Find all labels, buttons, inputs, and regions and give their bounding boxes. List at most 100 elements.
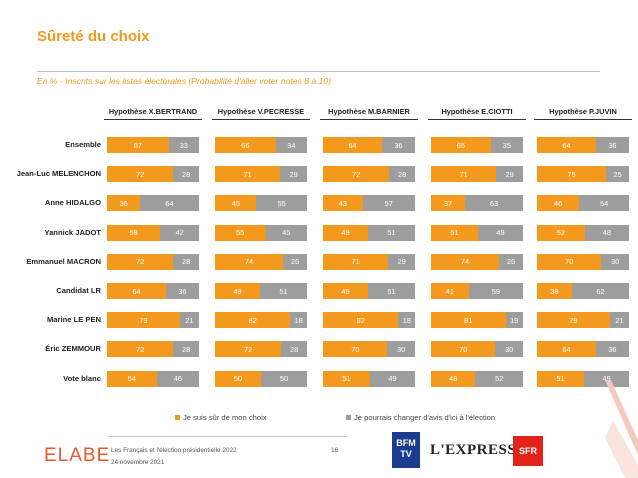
bar-hypothese-e-ciotti-jean-luc-melenchon: 71 29 — [431, 166, 523, 183]
bar-segment-sure: 48 — [431, 370, 476, 387]
bar-hypothese-v-pecresse-emmanuel-macron: 74 26 — [215, 253, 307, 270]
bar-segment-change: 29 — [280, 166, 307, 183]
bar-segment-sure: 79 — [537, 312, 610, 329]
panel-header-hypothese-e-ciotti: Hypothèse E.CIOTTI — [428, 106, 526, 120]
bar-segment-change: 30 — [387, 341, 415, 358]
bar-segment-sure: 49 — [323, 224, 369, 241]
panel-header-hypothese-p-juvin: Hypothèse P.JUVIN — [534, 106, 632, 120]
bar-segment-change: 64 — [140, 195, 199, 212]
bar-segment-sure: 72 — [215, 341, 282, 358]
chart-subtitle: En % - Inscrits sur les listes électoral… — [37, 76, 331, 86]
bar-hypothese-m-barnier-candidat-lr: 49 51 — [323, 283, 415, 299]
bar-segment-sure: 70 — [537, 253, 602, 270]
bar-segment-change: 28 — [173, 341, 199, 358]
bar-segment-change: 21 — [179, 312, 199, 329]
sfr-logo: SFR — [513, 436, 543, 466]
bar-segment-change: 36 — [165, 283, 199, 299]
bar-segment-sure: 55 — [215, 224, 266, 241]
bar-segment-sure: 51 — [537, 370, 584, 387]
bar-segment-change: 18 — [290, 312, 307, 329]
bar-segment-sure: 75 — [537, 166, 606, 183]
legend-label-change: Je pourrais changer d'avis d'ici à l'éle… — [354, 413, 496, 422]
bar-segment-sure: 70 — [323, 341, 388, 358]
bar-segment-sure: 64 — [537, 341, 596, 358]
bar-segment-sure: 65 — [431, 137, 491, 153]
bar-hypothese-e-ciotti-vote-blanc: 48 52 — [431, 370, 523, 387]
legend-item-change: Je pourrais changer d'avis d'ici à l'éle… — [346, 413, 495, 422]
bar-hypothese-p-juvin-jean-luc-melenchon: 75 25 — [537, 166, 629, 183]
study-name: Les Français et l'élection présidentiell… — [111, 447, 237, 454]
bar-hypothese-m-barnier-yannick-jadot: 49 51 — [323, 224, 415, 241]
bar-segment-sure: 51 — [431, 224, 478, 241]
bar-hypothese-e-ciotti-emmanuel-macron: 74 26 — [431, 253, 523, 270]
bar-segment-sure: 58 — [107, 224, 161, 241]
bar-segment-change: 29 — [388, 253, 415, 270]
bar-segment-change: 49 — [583, 370, 629, 387]
row-label-marine-le-pen: Marine LE PEN — [46, 315, 101, 325]
bar-hypothese-m-barnier-marine-le-pen: 82 18 — [323, 312, 415, 329]
bar-hypothese-x-bertrand-yannick-jadot: 58 42 — [107, 224, 199, 241]
bfmtv-logo: BFM TV — [392, 432, 420, 468]
bar-segment-sure: 71 — [431, 166, 497, 183]
bar-hypothese-e-ciotti-eric-zemmour: 70 30 — [431, 341, 523, 358]
bar-segment-sure: 51 — [323, 370, 370, 387]
bar-segment-change: 26 — [499, 253, 523, 270]
bar-segment-change: 18 — [398, 312, 415, 329]
bar-segment-sure: 43 — [323, 195, 363, 212]
bar-segment-sure: 37 — [431, 195, 466, 212]
elabe-logo: ELABE — [44, 445, 111, 466]
bar-segment-change: 45 — [265, 224, 307, 241]
bar-hypothese-v-pecresse-yannick-jadot: 55 45 — [215, 224, 307, 241]
bar-segment-change: 63 — [465, 195, 523, 212]
bar-segment-sure: 50 — [215, 370, 261, 387]
bar-hypothese-m-barnier-jean-luc-melenchon: 72 28 — [323, 166, 415, 183]
bar-segment-sure: 71 — [215, 166, 281, 183]
bar-hypothese-x-bertrand-ensemble: 67 33 — [107, 137, 199, 153]
bar-hypothese-x-bertrand-candidat-lr: 64 36 — [107, 283, 199, 299]
footer-divider — [107, 436, 347, 437]
bar-segment-sure: 64 — [537, 137, 596, 153]
bar-hypothese-m-barnier-vote-blanc: 51 49 — [323, 370, 415, 387]
row-label-eric-zemmour: Éric ZEMMOUR — [45, 344, 101, 354]
bar-segment-sure: 81 — [431, 312, 506, 329]
bar-hypothese-p-juvin-ensemble: 64 36 — [537, 137, 629, 153]
bar-hypothese-x-bertrand-anne-hidalgo: 36 64 — [107, 195, 199, 212]
bar-segment-sure: 52 — [537, 224, 585, 241]
bar-segment-change: 35 — [490, 137, 523, 153]
bar-segment-change: 19 — [505, 312, 523, 329]
bar-segment-sure: 74 — [431, 253, 500, 270]
row-label-candidat-lr: Candidat LR — [56, 286, 101, 295]
bar-segment-change: 62 — [571, 283, 629, 299]
panel-header-hypothese-x-bertrand: Hypothèse X.BERTRAND — [104, 106, 202, 120]
bar-segment-change: 51 — [260, 283, 307, 299]
bar-hypothese-x-bertrand-jean-luc-melenchon: 72 28 — [107, 166, 199, 183]
bar-hypothese-v-pecresse-candidat-lr: 49 51 — [215, 283, 307, 299]
bar-segment-sure: 66 — [215, 137, 276, 153]
bar-segment-sure: 64 — [107, 283, 166, 299]
bar-hypothese-v-pecresse-eric-zemmour: 72 28 — [215, 341, 307, 358]
bar-segment-change: 54 — [579, 195, 629, 212]
bar-hypothese-v-pecresse-vote-blanc: 50 50 — [215, 370, 307, 387]
row-label-ensemble: Ensemble — [65, 140, 101, 149]
bar-segment-change: 55 — [256, 195, 307, 212]
bar-hypothese-e-ciotti-ensemble: 65 35 — [431, 137, 523, 153]
panel-header-hypothese-m-barnier: Hypothèse M.BARNIER — [320, 106, 418, 120]
bar-segment-change: 30 — [495, 341, 523, 358]
bar-segment-change: 59 — [468, 283, 523, 299]
bar-hypothese-v-pecresse-marine-le-pen: 82 18 — [215, 312, 307, 329]
legend-swatch-change — [346, 415, 351, 420]
bar-hypothese-e-ciotti-candidat-lr: 41 59 — [431, 283, 523, 299]
bar-segment-change: 36 — [595, 341, 629, 358]
bar-segment-change: 57 — [362, 195, 415, 212]
bar-segment-sure: 71 — [323, 253, 389, 270]
bar-hypothese-e-ciotti-anne-hidalgo: 37 63 — [431, 195, 523, 212]
bar-segment-change: 29 — [496, 166, 523, 183]
bar-segment-change: 36 — [381, 137, 415, 153]
row-label-vote-blanc: Vote blanc — [63, 373, 101, 383]
bar-segment-sure: 72 — [323, 166, 390, 183]
bar-segment-change: 48 — [584, 224, 629, 241]
bar-segment-change: 33 — [168, 137, 199, 153]
legend-item-sure: Je suis sûr de mon choix — [175, 413, 267, 422]
bar-hypothese-p-juvin-eric-zemmour: 64 36 — [537, 341, 629, 358]
bar-hypothese-p-juvin-marine-le-pen: 79 21 — [537, 312, 629, 329]
